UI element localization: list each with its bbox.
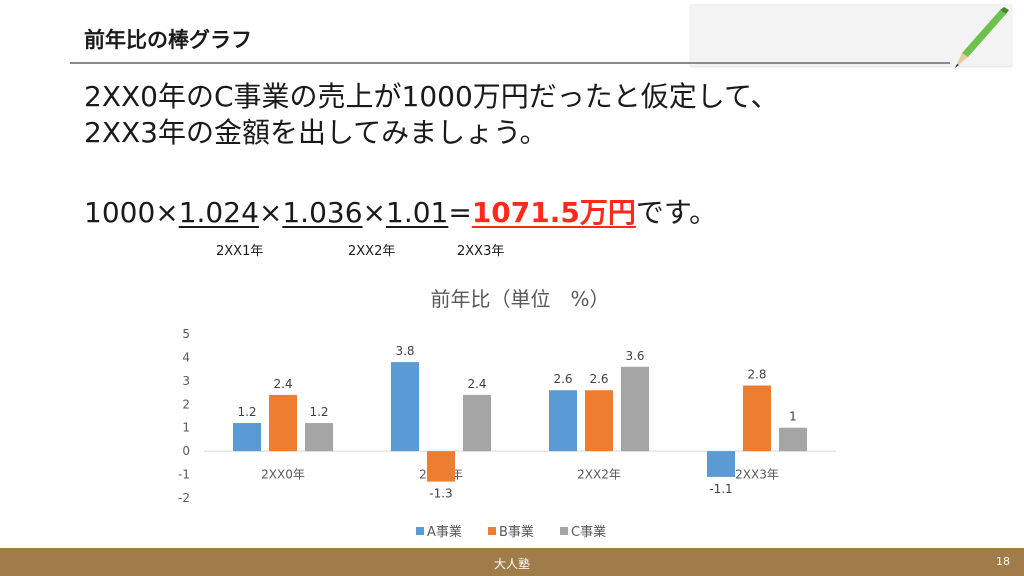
y-tick-label: 5 <box>182 327 190 341</box>
footer-bar: 大人塾 18 <box>0 548 1024 576</box>
legend-label: A事業 <box>427 524 462 540</box>
year-label-2xx2: 2XX2年 <box>348 244 396 259</box>
body-line-1: 2XX0年のC事業の売上が1000万円だったと仮定して、 <box>84 80 779 113</box>
data-label: -1.3 <box>429 487 452 501</box>
eq-equals: = <box>448 196 472 229</box>
bar <box>621 366 649 452</box>
legend-label: B事業 <box>499 524 534 540</box>
year-label-2xx1: 2XX1年 <box>216 244 264 259</box>
eq-factor-2xx2: 1.036 <box>282 196 363 229</box>
bar <box>779 427 807 452</box>
x-category-label: 2XX2年 <box>577 468 621 482</box>
x-category-label: 2XX0年 <box>261 468 305 482</box>
legend-swatch <box>488 527 496 535</box>
data-label: 2.6 <box>553 372 572 386</box>
x-category-label: 2XX3年 <box>735 468 779 482</box>
bar <box>707 451 735 477</box>
footer-brand: 大人塾 <box>493 557 530 571</box>
y-tick-label: 4 <box>182 350 190 364</box>
year-label-2xx3: 2XX3年 <box>457 244 505 259</box>
data-label: 2.8 <box>747 368 766 382</box>
bar <box>743 385 771 452</box>
data-label: -1.1 <box>709 482 732 496</box>
body-line-2: 2XX3年の金額を出してみましょう。 <box>84 116 548 149</box>
data-label: 3.6 <box>625 349 644 363</box>
bar <box>585 390 613 452</box>
y-tick-label: 0 <box>182 444 190 458</box>
eq-factor-2xx1: 1.024 <box>178 196 259 229</box>
note-paper <box>690 4 1012 66</box>
bar <box>269 394 297 452</box>
bar <box>233 423 261 452</box>
data-label: 3.8 <box>395 344 414 358</box>
data-label: 1.2 <box>237 405 256 419</box>
eq-base: 1000× <box>84 196 179 229</box>
bar <box>549 390 577 452</box>
y-tick-label: 3 <box>182 374 190 388</box>
data-label: 1.2 <box>309 405 328 419</box>
eq-factor-2xx3: 1.01 <box>386 196 449 229</box>
data-label: 2.6 <box>589 372 608 386</box>
equation: 1000×1.024×1.036×1.01=1071.5万円です。 <box>84 196 717 230</box>
bar <box>427 451 455 482</box>
pencil-icon <box>955 7 1009 68</box>
y-tick-label: 1 <box>182 421 190 435</box>
legend-swatch <box>560 527 568 535</box>
data-label: 2.4 <box>467 377 486 391</box>
chart-title: 前年比（単位 %） <box>430 287 609 311</box>
legend-label: C事業 <box>571 524 606 540</box>
data-label: 2.4 <box>273 377 292 391</box>
y-tick-label: 2 <box>182 397 190 411</box>
bar <box>391 362 419 452</box>
yoy-bar-chart: 前年比（単位 %）543210-1-22XX0年1.22.41.22XX1年3.… <box>178 287 836 540</box>
slide-title: 前年比の棒グラフ <box>84 28 252 52</box>
legend-swatch <box>416 527 424 535</box>
eq-result: 1071.5万円 <box>471 196 636 229</box>
eq-tail: です。 <box>635 196 718 229</box>
eq-times: × <box>362 196 386 229</box>
title-divider <box>70 62 950 64</box>
y-tick-label: -2 <box>178 491 190 505</box>
eq-times: × <box>258 196 283 229</box>
page-number: 18 <box>996 555 1010 568</box>
bar <box>463 394 491 452</box>
bar <box>305 423 333 452</box>
y-tick-label: -1 <box>178 468 190 482</box>
data-label: 1 <box>789 410 797 424</box>
